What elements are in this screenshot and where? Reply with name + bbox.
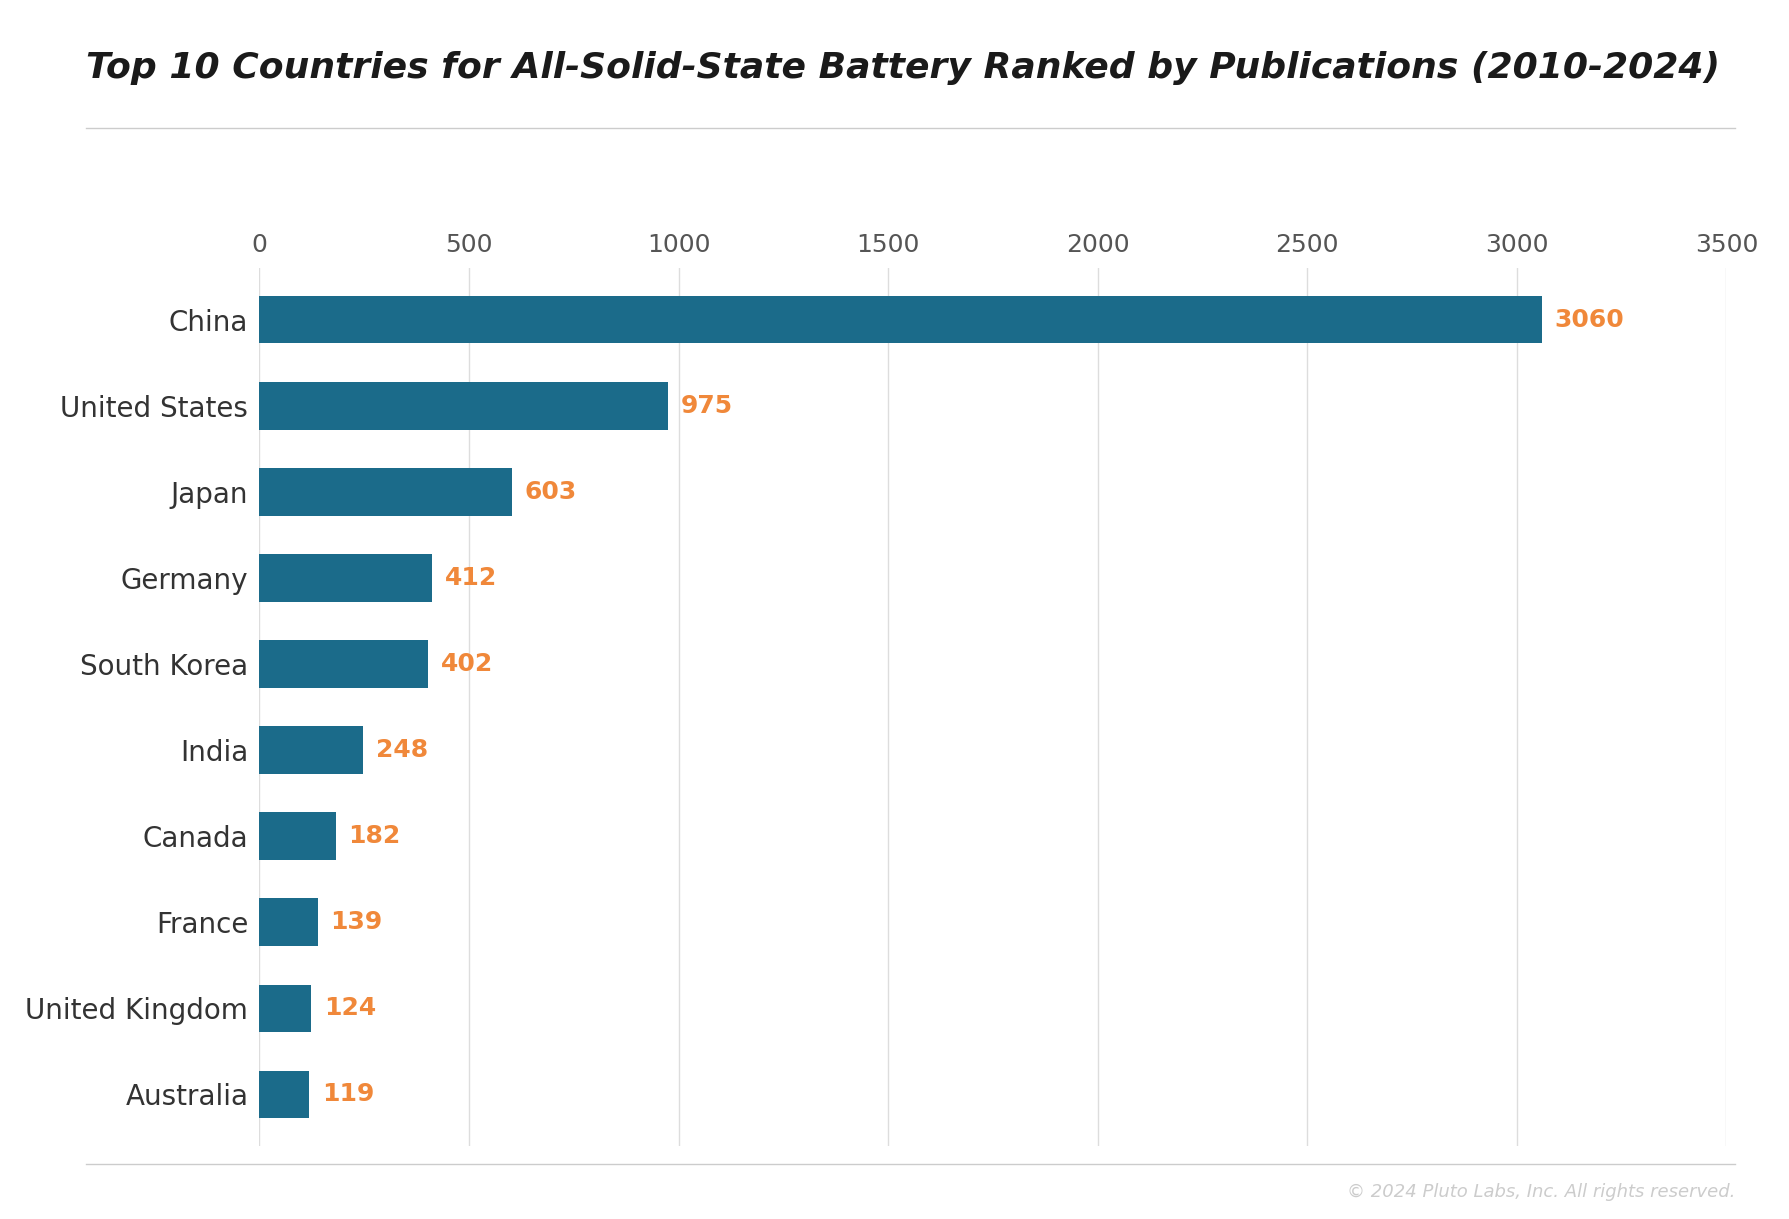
Text: 603: 603: [524, 480, 578, 503]
Bar: [259, 296, 1542, 344]
Bar: [259, 640, 428, 688]
Text: 412: 412: [445, 566, 497, 590]
Text: 402: 402: [440, 652, 492, 677]
Bar: [259, 812, 336, 859]
Text: 182: 182: [349, 824, 401, 848]
Text: Top 10 Countries for All-Solid-State Battery Ranked by Publications (2010-2024): Top 10 Countries for All-Solid-State Bat…: [86, 51, 1719, 85]
Text: © 2024 Pluto Labs, Inc. All rights reserved.: © 2024 Pluto Labs, Inc. All rights reser…: [1347, 1182, 1735, 1201]
Text: 3060: 3060: [1555, 308, 1624, 332]
Text: 119: 119: [322, 1082, 374, 1106]
Text: 139: 139: [331, 911, 383, 934]
Bar: [259, 898, 318, 946]
Bar: [259, 468, 512, 516]
Bar: [259, 1070, 309, 1118]
Text: 248: 248: [376, 737, 428, 762]
Bar: [259, 985, 311, 1031]
Bar: [259, 727, 363, 774]
Text: 975: 975: [680, 394, 733, 418]
Bar: [259, 555, 433, 602]
Bar: [259, 383, 667, 429]
Text: 124: 124: [324, 996, 376, 1020]
